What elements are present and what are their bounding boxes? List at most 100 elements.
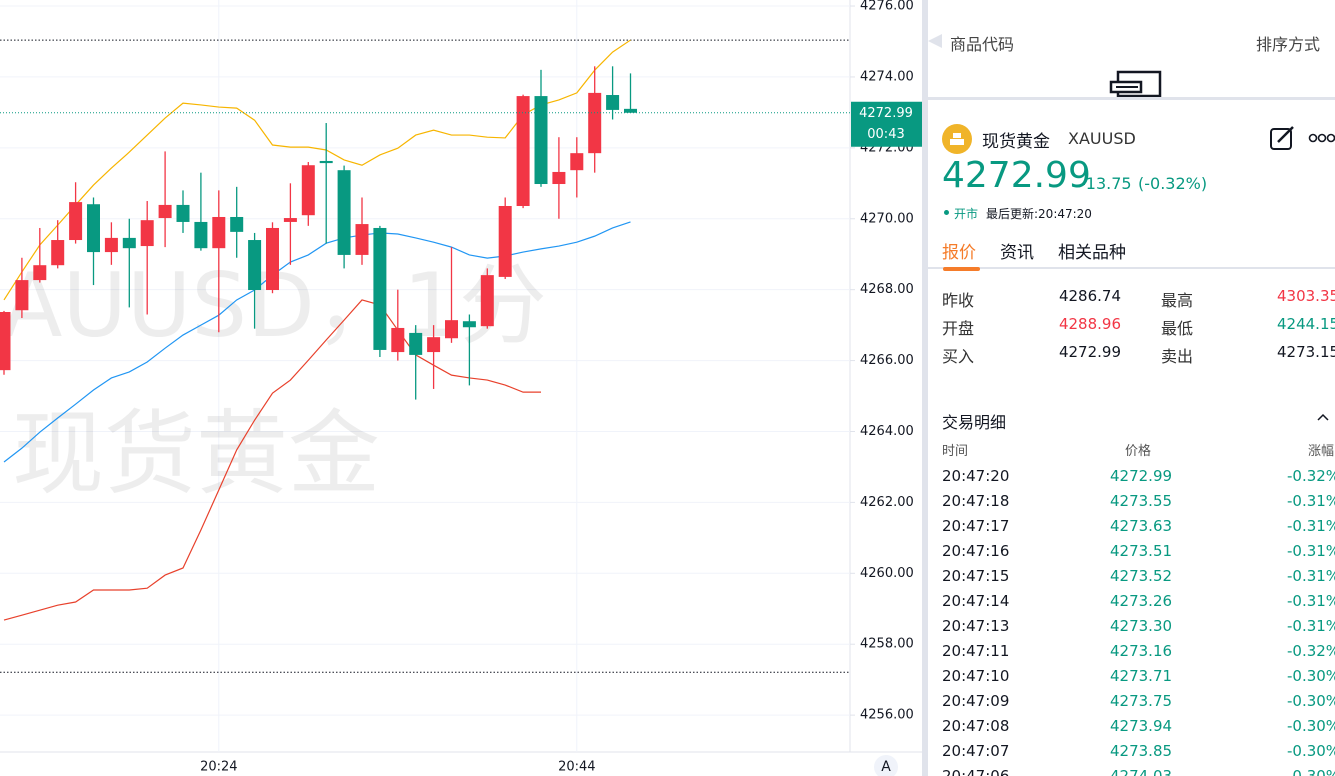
trade-time: 20:47:17 [942, 517, 1010, 535]
trade-time: 20:47:10 [942, 667, 1010, 685]
code-label[interactable]: 商品代码 [950, 35, 1015, 54]
candle-body [301, 165, 315, 216]
separator [928, 97, 1335, 100]
price-box [851, 101, 922, 147]
tab[interactable]: 报价 [942, 243, 976, 263]
candle-body [158, 204, 172, 219]
trade-change: -0.31% [1287, 617, 1335, 635]
candle-body [391, 327, 405, 353]
edit-icon[interactable] [1268, 124, 1296, 152]
y-tick-label: 4276.00 [860, 0, 914, 14]
stat-label: 昨收 [942, 291, 975, 310]
scale-button-label[interactable]: A [881, 759, 891, 775]
collapse-arrow[interactable] [928, 34, 942, 48]
candle-body [427, 337, 441, 353]
trade-time: 20:47:07 [942, 742, 1010, 760]
change-pct: (-0.32%) [1138, 174, 1208, 193]
candle-body [337, 170, 351, 255]
gold-icon [942, 124, 972, 154]
price-box-countdown: 00:43 [867, 127, 904, 142]
indicator-line [3, 299, 541, 621]
sidebar: 商品代码 排序方式 现货黄金 XAUUSD 4272.99 -13.75 (-0… [928, 0, 1335, 776]
y-tick-label: 4266.00 [860, 353, 914, 368]
tab[interactable]: 资讯 [1000, 243, 1034, 263]
more-icon[interactable] [1308, 130, 1335, 146]
x-tick-label: 20:24 [200, 760, 237, 775]
trade-change: -0.32% [1287, 642, 1335, 660]
candle-body [122, 237, 136, 249]
trade-price: 4273.85 [1110, 742, 1173, 760]
trade-change: -0.30% [1287, 667, 1335, 685]
candle-body [248, 240, 262, 291]
candle-body [33, 265, 47, 281]
ticker-icon[interactable] [1108, 68, 1164, 100]
candle-body [87, 204, 100, 253]
chart: XAUUSD，1分 现货黄金 A 4256.00 4258.00 4260.00 42… [0, 0, 922, 776]
candle-body [212, 216, 226, 249]
change: -13.75 [1080, 174, 1132, 193]
trade-price: 4273.51 [1110, 542, 1173, 560]
candle-body [480, 275, 494, 327]
scale-button[interactable] [874, 755, 898, 776]
stat-label: 卖出 [1161, 347, 1194, 366]
candle-body [15, 280, 29, 311]
y-tick-label: 4262.00 [860, 495, 914, 510]
candle-body [230, 216, 244, 232]
candle-body [266, 227, 279, 291]
watermark-text: 现货黄金 [12, 400, 380, 507]
trade-price: 4272.99 [1110, 467, 1173, 485]
candle-body [194, 221, 208, 249]
trade-change: -0.30% [1287, 742, 1335, 760]
trade-time: 20:47:15 [942, 567, 1010, 585]
candle-body [319, 160, 333, 164]
candle-body [498, 205, 512, 277]
trade-price: 4273.52 [1110, 567, 1173, 585]
stat-label: 买入 [942, 347, 975, 366]
trade-time: 20:47:08 [942, 717, 1010, 735]
candle-body [552, 171, 566, 185]
y-tick-label: 4256.00 [860, 708, 914, 723]
candle-body [445, 320, 458, 339]
candle-body [140, 220, 154, 247]
symbol-name: 现货黄金 [982, 132, 1050, 152]
collapse-icon[interactable] [1316, 412, 1330, 422]
candle-body [51, 240, 65, 266]
candle-body [0, 312, 11, 371]
tab[interactable]: 相关品种 [1058, 243, 1126, 263]
candle-body [176, 204, 190, 222]
column-header: 时间 [942, 444, 969, 459]
updated: 最后更新:20:47:20 [986, 207, 1092, 221]
trade-time: 20:47:09 [942, 692, 1010, 710]
stat-label: 开盘 [942, 319, 975, 338]
indicator-line [3, 221, 631, 463]
trade-time: 20:47:13 [942, 617, 1010, 635]
trade-time: 20:47:16 [942, 542, 1010, 560]
trade-price: 4274.03 [1110, 767, 1173, 776]
trade-change: -0.31% [1287, 542, 1335, 560]
tab-underline [943, 267, 980, 271]
trade-price: 4273.71 [1110, 667, 1173, 685]
stat-label: 最低 [1161, 319, 1194, 338]
x-tick-label: 20:44 [558, 760, 595, 775]
trade-change: -0.32% [1287, 467, 1335, 485]
y-tick-label: 4268.00 [860, 282, 914, 297]
price: 4272.99 [942, 155, 1091, 196]
status: 开市 [954, 207, 979, 221]
sort-label[interactable]: 排序方式 [1256, 35, 1321, 54]
trades-title: 交易明细 [942, 413, 1007, 432]
candle-body [373, 227, 387, 350]
trade-change: -0.31% [1287, 492, 1335, 510]
trade-time: 20:47:20 [942, 467, 1010, 485]
trade-change: -0.31% [1287, 592, 1335, 610]
trade-price: 4273.75 [1110, 692, 1173, 710]
symbol-code: XAUUSD [1068, 129, 1136, 148]
stat-value: 4244.15 [1277, 315, 1335, 333]
column-header: 涨幅 [1308, 444, 1335, 459]
trade-time: 20:47:06 [942, 767, 1010, 776]
trade-time: 20:47:11 [942, 642, 1010, 660]
trade-time: 20:47:14 [942, 592, 1010, 610]
stat-value: 4286.74 [1058, 287, 1121, 305]
stat-value: 4272.99 [1058, 343, 1121, 361]
candle-body [462, 321, 476, 328]
